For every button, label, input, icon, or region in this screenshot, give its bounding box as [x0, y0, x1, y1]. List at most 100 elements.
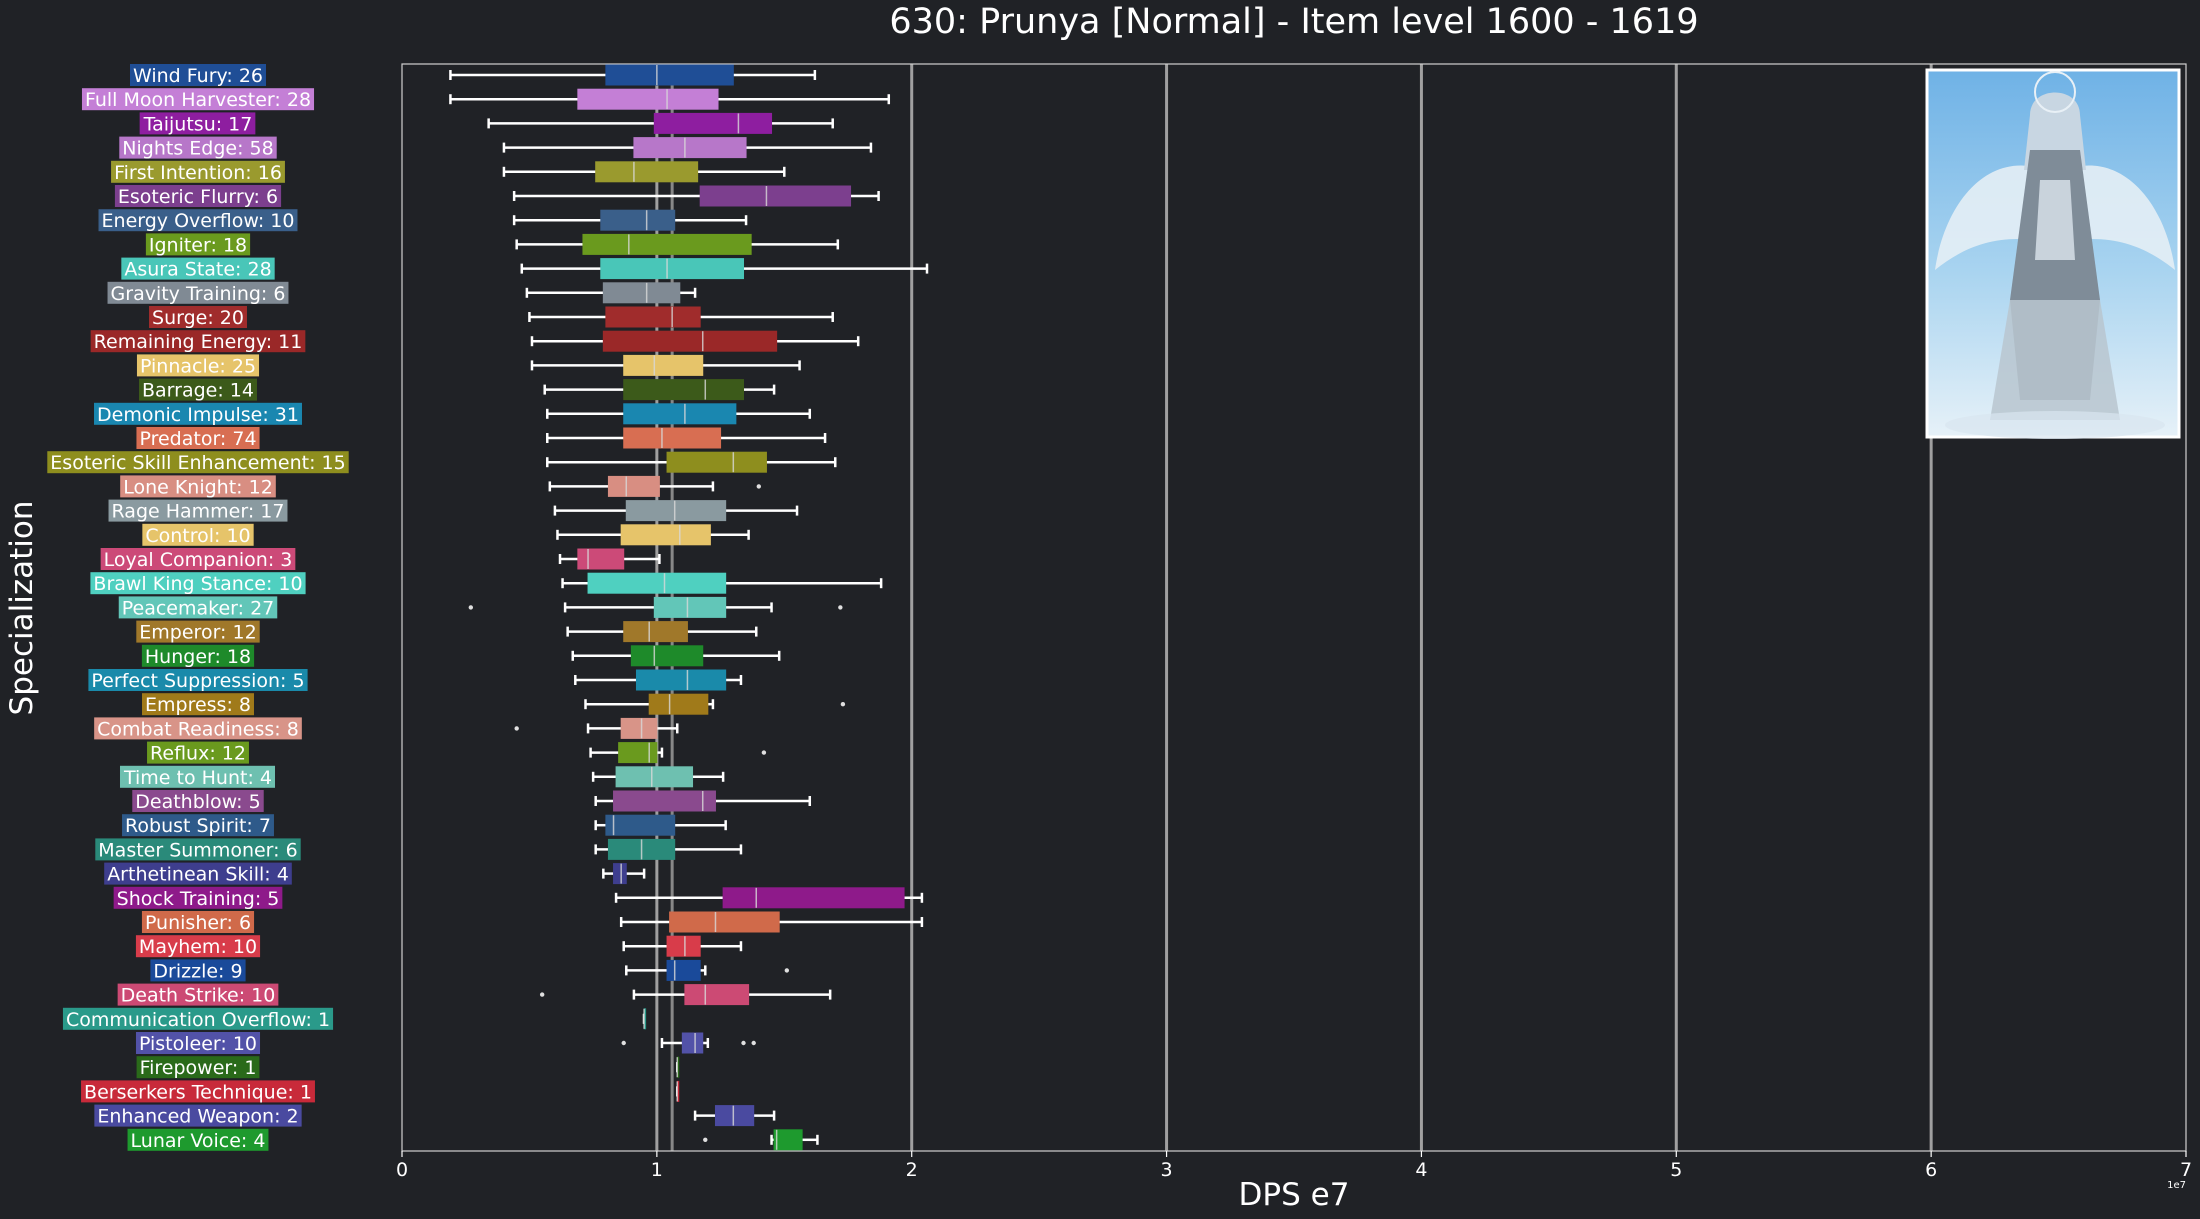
category-label-text: Empress: 8 — [145, 694, 251, 716]
category-label-bg — [117, 983, 279, 1006]
category-label: Emperor: 12 — [136, 620, 260, 644]
category-label-text: Emperor: 12 — [139, 622, 256, 644]
category-label: Lone Knight: 12 — [120, 475, 276, 498]
category-label: Firepower: 1 — [136, 1056, 260, 1079]
category-label-text: Rage Hammer: 17 — [112, 501, 285, 523]
box-group — [614, 887, 924, 909]
category-label-text: Deathblow: 5 — [135, 791, 260, 813]
category-label-text: Hunger: 18 — [145, 646, 251, 668]
box — [623, 403, 737, 425]
category-label-text: Master Summoner: 6 — [98, 839, 297, 861]
box — [620, 717, 658, 739]
category-label-bg — [81, 1080, 315, 1103]
category-label-text: Punisher: 6 — [145, 912, 251, 934]
category-label: Brawl King Stance: 10 — [90, 572, 306, 595]
x-tick-label: 7 — [2180, 1159, 2192, 1181]
box-group — [594, 814, 727, 836]
category-label: Control: 10 — [142, 523, 254, 547]
category-label: Perfect Suppression: 5 — [88, 669, 308, 692]
outlier-point — [741, 1040, 746, 1046]
box — [625, 500, 727, 522]
x-tick-label: 5 — [1670, 1159, 1682, 1181]
outlier-point — [468, 605, 474, 610]
character-portrait — [1925, 68, 2181, 439]
category-label-text: Esoteric Flurry: 6 — [118, 186, 278, 208]
outlier-point — [756, 484, 761, 489]
x-tick-label: 4 — [1415, 1159, 1427, 1181]
category-label-bg — [136, 620, 260, 643]
category-label: Pistoleer: 10 — [135, 1032, 261, 1055]
box — [623, 427, 722, 449]
category-label-text: Igniter: 18 — [149, 234, 247, 256]
box-group — [543, 379, 776, 401]
outlier-point — [621, 1040, 626, 1046]
x-axis-offset-text: 1e7 — [2167, 1180, 2186, 1191]
category-label: Berserkers Technique: 1 — [81, 1080, 315, 1103]
box — [605, 814, 676, 836]
category-label: Nights Edge: 58 — [119, 136, 277, 160]
category-label-text: Enhanced Weapon: 2 — [97, 1106, 298, 1128]
box-group — [548, 475, 761, 497]
box-group — [546, 403, 812, 425]
box — [602, 282, 681, 304]
category-label-bg — [135, 935, 261, 958]
box — [605, 64, 734, 86]
box-group — [530, 330, 860, 352]
category-label: Esoteric Skill Enhancement: 15 — [47, 451, 349, 474]
box — [623, 379, 745, 401]
box-group — [528, 306, 834, 328]
category-label: Communication Overflow: 1 — [62, 1007, 334, 1031]
box-group — [502, 161, 786, 183]
box — [618, 742, 658, 764]
box-group — [625, 959, 790, 981]
category-label-bg — [142, 523, 254, 546]
box — [613, 790, 716, 812]
category-label-bg — [139, 112, 256, 135]
box-group — [515, 233, 840, 255]
box-group — [539, 984, 832, 1006]
category-label-text: Barrage: 14 — [142, 380, 254, 402]
category-label-bg — [141, 644, 255, 667]
category-label-text: Demonic Impulse: 31 — [97, 404, 299, 426]
category-label: Mayhem: 10 — [135, 935, 261, 958]
box-group — [675, 1056, 680, 1078]
category-label: Rage Hammer: 17 — [108, 499, 288, 523]
category-label-bg — [139, 378, 257, 401]
category-label: Gravity Training: 6 — [107, 281, 289, 305]
box-group — [512, 185, 880, 207]
category-label-text: Berserkers Technique: 1 — [84, 1081, 312, 1103]
box-group — [703, 1129, 819, 1151]
box — [648, 693, 709, 715]
box-group — [602, 863, 646, 885]
category-label-bg — [119, 136, 277, 159]
category-label: Robust Spirit: 7 — [122, 814, 274, 837]
x-tick-label: 1 — [651, 1159, 663, 1181]
category-label-text: Wind Fury: 26 — [133, 65, 263, 87]
category-label-text: Robust Spirit: 7 — [125, 815, 271, 837]
box-group — [675, 1080, 680, 1102]
box — [666, 451, 767, 473]
category-label: Full Moon Harvester: 28 — [81, 88, 315, 111]
x-tick-label: 0 — [396, 1159, 408, 1181]
category-label-bg — [95, 838, 301, 861]
category-label-bg — [136, 1056, 260, 1079]
box-group — [449, 88, 891, 110]
box — [600, 258, 745, 280]
y-axis-label: Specialization — [4, 501, 40, 716]
outlier-point — [840, 702, 846, 707]
category-label-bg — [62, 1007, 334, 1030]
category-label: Shock Training: 5 — [113, 886, 283, 910]
category-label-text: Shock Training: 5 — [117, 888, 280, 910]
category-label: Empress: 8 — [142, 693, 254, 716]
category-label-bg — [120, 475, 276, 498]
category-label: Igniter: 18 — [145, 233, 251, 256]
outlier-point — [761, 750, 767, 755]
category-label-text: Communication Overflow: 1 — [66, 1009, 330, 1031]
category-label: Predator: 74 — [136, 427, 260, 450]
box-group — [619, 911, 924, 933]
outlier-point — [539, 992, 545, 997]
category-label-text: Nights Edge: 58 — [122, 138, 273, 160]
box — [630, 645, 704, 667]
category-label: Demonic Impulse: 31 — [94, 402, 302, 426]
category-label-bg — [94, 402, 302, 425]
